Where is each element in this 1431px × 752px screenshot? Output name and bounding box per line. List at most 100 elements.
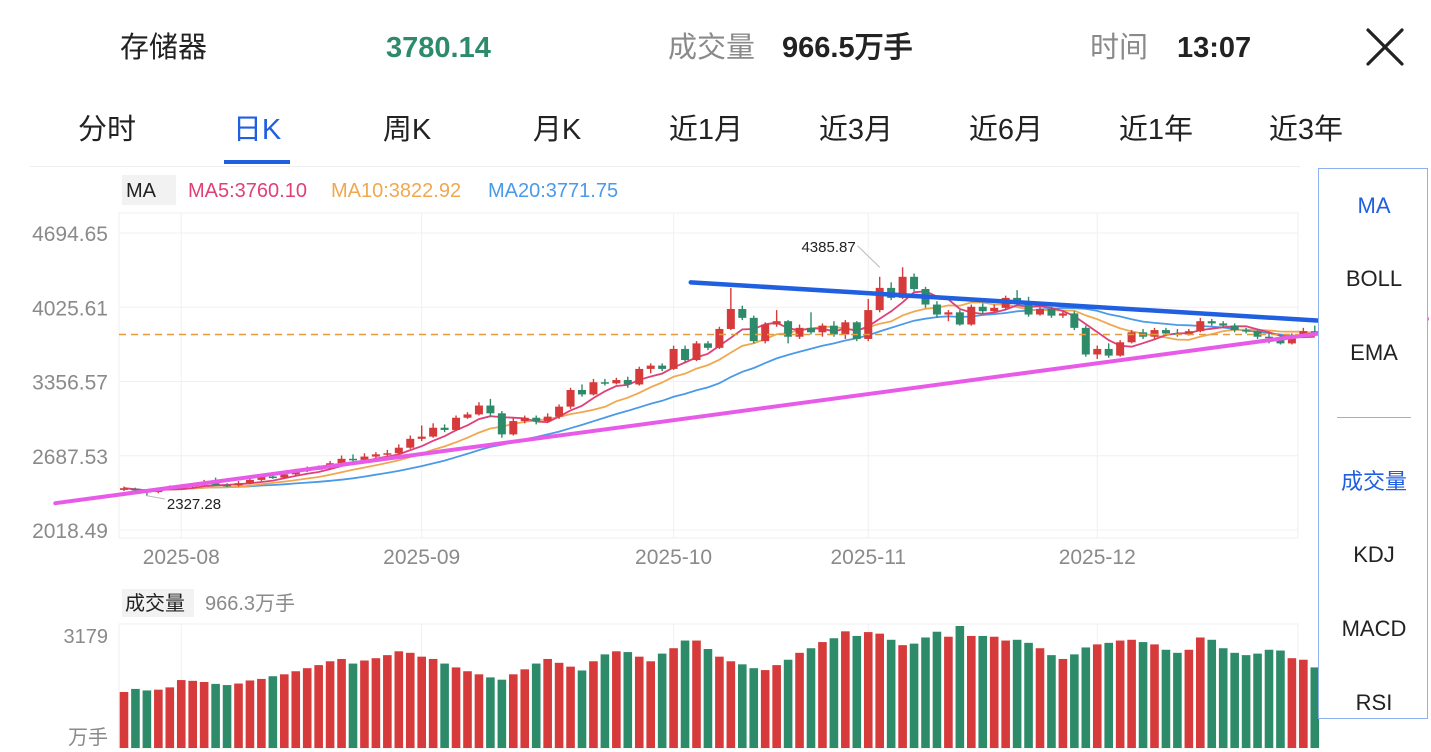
volume-bar xyxy=(738,664,747,748)
candle-body xyxy=(509,421,518,435)
volume-bar xyxy=(280,674,289,748)
candle xyxy=(635,366,644,386)
volume-bar xyxy=(1012,639,1022,748)
volume-bar xyxy=(325,661,335,748)
volume-bar xyxy=(509,674,518,748)
indicator-ma[interactable]: MA xyxy=(1357,193,1391,218)
volume-bar xyxy=(211,683,220,748)
candle xyxy=(578,384,586,397)
candle xyxy=(486,398,495,417)
indicator-macd[interactable]: MACD xyxy=(1341,616,1407,641)
candle-body xyxy=(394,447,403,454)
volume-bar xyxy=(383,655,392,748)
volume-bar xyxy=(1138,642,1148,748)
date-tick-label: 2025-12 xyxy=(1059,546,1136,569)
tab-6-months[interactable]: 近6月 xyxy=(968,114,1044,146)
volume-bar xyxy=(1230,652,1239,748)
indicator-rsi[interactable]: RSI xyxy=(1355,690,1393,715)
tab-day-k[interactable]: 日K xyxy=(232,114,282,146)
tab-week-k[interactable]: 周K xyxy=(382,114,432,146)
candle-body xyxy=(1161,330,1170,334)
ma20-line xyxy=(123,306,1315,492)
volume-bars xyxy=(119,626,1320,748)
candle xyxy=(658,363,667,372)
candle xyxy=(440,424,449,433)
volume-bar xyxy=(165,687,175,748)
volume-bar xyxy=(577,670,587,748)
candle-body xyxy=(245,479,254,484)
candle-body xyxy=(818,325,827,333)
candle-body xyxy=(566,389,575,407)
candle xyxy=(452,415,461,432)
candle-body xyxy=(829,325,838,335)
volume-bar xyxy=(222,685,232,748)
candle xyxy=(612,377,621,385)
candle xyxy=(1093,345,1102,359)
candle-body xyxy=(772,321,781,325)
volume-bar xyxy=(1070,654,1079,748)
volume-bar xyxy=(1264,649,1274,748)
volume-bar xyxy=(405,652,415,748)
candle xyxy=(749,315,758,344)
candle-body xyxy=(669,348,678,369)
price-tick-label: 4694.65 xyxy=(32,223,108,246)
candle xyxy=(841,320,850,339)
candle-body xyxy=(1253,331,1262,337)
support-trendline xyxy=(53,316,1430,506)
volume-bar xyxy=(1115,640,1125,748)
volume-bar xyxy=(314,665,323,748)
candle-body xyxy=(223,484,232,487)
volume-bar xyxy=(360,660,369,748)
candle xyxy=(692,341,701,362)
price-axis: 4694.65 4025.61 3356.57 2687.53 2018.49 xyxy=(32,223,108,543)
candle-body xyxy=(1219,323,1228,326)
tab-1-month[interactable]: 近1月 xyxy=(668,114,744,146)
candle-body xyxy=(1058,313,1067,316)
candle xyxy=(967,304,976,326)
indicator-ema[interactable]: EMA xyxy=(1350,340,1398,365)
volume-bar xyxy=(646,661,655,748)
candle-body xyxy=(555,406,564,417)
candle xyxy=(772,310,781,327)
volume-bar xyxy=(875,633,884,748)
volume-bar xyxy=(886,639,896,748)
candle-body xyxy=(589,382,598,395)
indicator-volume[interactable]: 成交量 xyxy=(1340,469,1407,494)
close-icon[interactable] xyxy=(1362,24,1408,70)
volume-bar xyxy=(1299,659,1308,748)
date-tick-label: 2025-10 xyxy=(635,546,712,569)
candle-body xyxy=(474,405,483,415)
candle xyxy=(1081,325,1090,357)
volume-legend-value: 966.3万手 xyxy=(205,592,295,615)
tab-3-years[interactable]: 近3年 xyxy=(1268,114,1344,146)
tab-1-year[interactable]: 近1年 xyxy=(1118,114,1194,146)
candle xyxy=(990,304,999,313)
date-tick-label: 2025-11 xyxy=(830,546,906,569)
volume-bar xyxy=(1035,648,1045,748)
candle xyxy=(394,444,403,455)
volume-bar xyxy=(451,667,461,748)
candle-body xyxy=(715,328,724,348)
volume-bar xyxy=(348,663,358,748)
volume-bar xyxy=(302,668,312,748)
volume-axis-max: 3179 xyxy=(64,626,109,648)
indicator-boll[interactable]: BOLL xyxy=(1345,266,1403,291)
candle-body xyxy=(440,427,449,430)
tab-month-k[interactable]: 月K xyxy=(532,114,582,146)
candle xyxy=(1058,311,1067,318)
candle-body xyxy=(1070,313,1079,328)
candle xyxy=(818,323,827,337)
volume-bar xyxy=(440,663,449,748)
ma10-line xyxy=(123,301,1315,492)
tab-3-months[interactable]: 近3月 xyxy=(818,114,894,146)
volume-bar xyxy=(1024,642,1033,748)
volume-bar xyxy=(726,661,736,748)
candle-body xyxy=(795,327,804,337)
tab-fenshi[interactable]: 分时 xyxy=(77,114,137,146)
candle-body xyxy=(910,276,919,290)
volume-bar xyxy=(1218,648,1228,748)
candle xyxy=(429,423,438,438)
indicator-kdj[interactable]: KDJ xyxy=(1353,542,1395,567)
volume-bar xyxy=(612,651,621,748)
